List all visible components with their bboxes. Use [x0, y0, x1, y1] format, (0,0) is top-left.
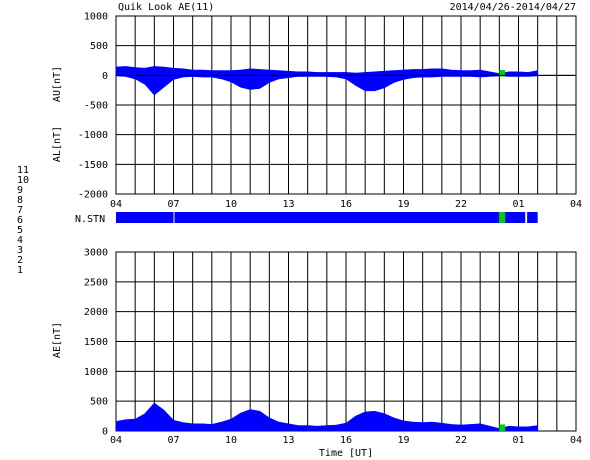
au-series-area [115, 66, 538, 76]
au-axis-label: AU[nT] [52, 66, 63, 102]
station-count-segment [174, 212, 500, 223]
x-tick-label: 04 [570, 435, 582, 446]
station-count-segment [116, 212, 174, 223]
legend-item: 4 [17, 235, 23, 246]
y-tick-label: -1000 [78, 130, 108, 141]
x-tick-label: 13 [282, 199, 294, 210]
plot-frame [115, 15, 577, 195]
station-count-segment [527, 212, 538, 223]
x-tick-label: 16 [340, 199, 352, 210]
al-series-area [115, 75, 538, 96]
y-tick-label: 2500 [84, 277, 108, 288]
legend-item: 2 [17, 255, 23, 266]
y-tick-label: 0 [102, 427, 108, 438]
legend-item: 6 [17, 215, 23, 226]
nstn-label: N.STN [75, 214, 105, 225]
x-tick-label: 16 [340, 435, 352, 446]
legend-item: 1 [17, 265, 23, 276]
reduced-station-marker [499, 424, 506, 431]
ae-series-area [115, 402, 538, 432]
x-tick-label: 01 [512, 435, 524, 446]
legend-item: 5 [17, 225, 23, 236]
legend-item: 3 [17, 245, 23, 256]
station-count-segment [499, 212, 506, 223]
y-tick-label: 0 [102, 71, 108, 82]
x-tick-label: 01 [512, 199, 524, 210]
x-tick-label: 07 [167, 199, 179, 210]
y-tick-label: 1500 [84, 337, 108, 348]
legend-item: 11 [17, 165, 29, 176]
x-tick-label: 19 [397, 199, 409, 210]
al-axis-label: AL[nT] [52, 126, 63, 162]
x-tick-label: 13 [282, 435, 294, 446]
x-tick-label: 22 [455, 435, 467, 446]
x-tick-label: 10 [225, 199, 237, 210]
legend-item: 10 [17, 175, 29, 186]
x-axis-title: Time [UT] [319, 448, 373, 459]
y-tick-label: -500 [84, 101, 108, 112]
x-tick-label: 04 [110, 435, 122, 446]
nstn-panel [116, 212, 538, 223]
chart-title: Quik Look AE(11) [118, 2, 214, 13]
date-range: 2014/04/26-2014/04/27 [450, 2, 576, 13]
x-tick-label: 04 [570, 199, 582, 210]
y-tick-label: -2000 [78, 190, 108, 201]
station-count-segment [505, 212, 526, 223]
y-tick-label: 1000 [84, 367, 108, 378]
x-tick-label: 22 [455, 199, 467, 210]
x-tick-label: 04 [110, 199, 122, 210]
legend-item: 8 [17, 195, 23, 206]
y-tick-label: 2000 [84, 307, 108, 318]
y-tick-label: 500 [90, 41, 108, 52]
reduced-station-marker [499, 69, 506, 77]
y-tick-label: 500 [90, 397, 108, 408]
y-tick-label: 1000 [84, 12, 108, 23]
x-tick-label: 07 [167, 435, 179, 446]
legend-item: 7 [17, 205, 23, 216]
x-tick-label: 10 [225, 435, 237, 446]
legend-item: 9 [17, 185, 23, 196]
x-tick-label: 19 [397, 435, 409, 446]
y-tick-label: 3000 [84, 248, 108, 259]
ae-axis-label: AE[nT] [52, 322, 63, 358]
y-tick-label: -1500 [78, 160, 108, 171]
